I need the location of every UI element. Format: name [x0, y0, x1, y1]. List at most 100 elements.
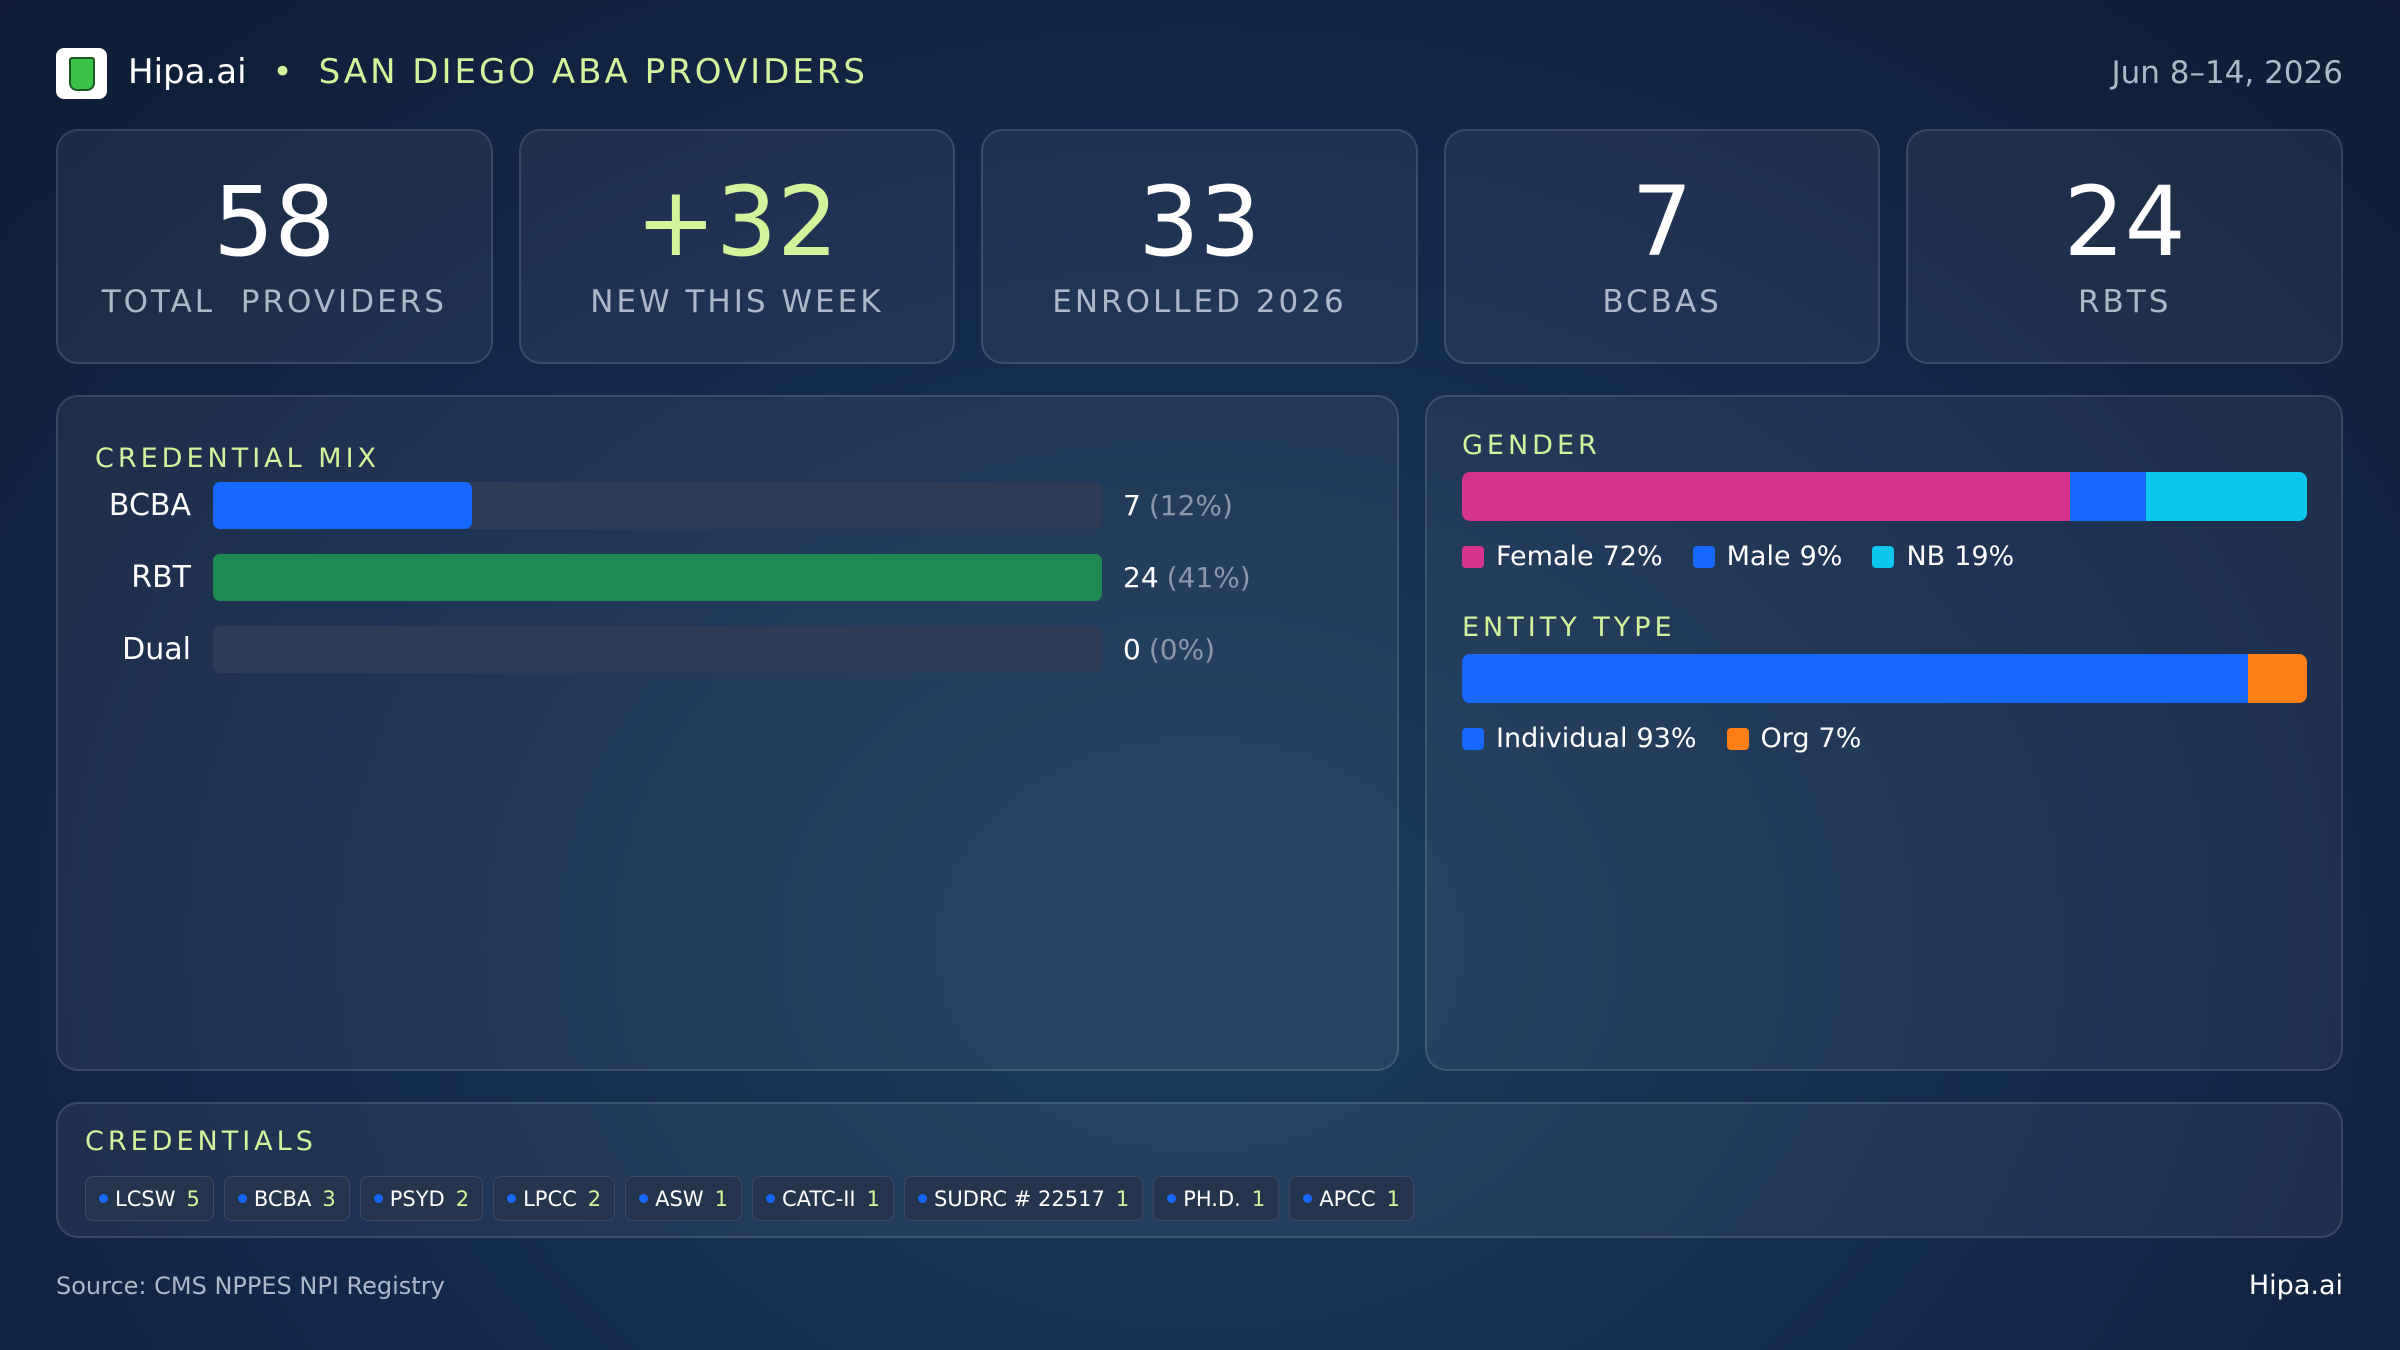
chip: SUDRC # 22517 1 — [904, 1176, 1144, 1221]
legend-name: Individual — [1496, 723, 1628, 754]
legend-name: Org — [1760, 723, 1810, 754]
chip-dot — [507, 1194, 517, 1203]
chip-name: LPCC — [523, 1186, 577, 1211]
chip: BCBA 3 — [223, 1176, 350, 1221]
chip-dot — [1167, 1194, 1177, 1203]
category-label: Dual — [122, 632, 191, 667]
chip-name: PSYD — [389, 1186, 445, 1211]
legend-value: 93% — [1636, 723, 1697, 754]
legend-value: 72% — [1602, 541, 1663, 572]
kpi-label: RBTS — [2077, 283, 2172, 320]
legend-name: Male — [1726, 541, 1791, 572]
legend: Female 72% Male 9% NB 19% — [1462, 541, 2014, 572]
footer-brand: Hipa.ai — [2248, 1270, 2343, 1301]
category-label: BCBA — [108, 488, 191, 523]
chip-count: 1 — [714, 1186, 728, 1211]
legend-name: Female — [1496, 541, 1594, 572]
source: Source: CMS NPPES NPI Registry — [56, 1272, 445, 1300]
chip-count: 1 — [1251, 1186, 1266, 1211]
panel: GENDER Female 72% Male 9% NB 19% ENTITY TYPE Ind… — [1425, 395, 2343, 1071]
kpi-card: 7 BCBAS — [1443, 129, 1881, 364]
chip-name: CATC-II — [782, 1186, 856, 1211]
legend-item: Male 9% — [1692, 541, 1843, 572]
legend: Individual 93% Org 7% — [1462, 723, 1861, 754]
bar — [213, 482, 473, 529]
chip: CATC-II 1 — [752, 1176, 894, 1221]
value-label: 24 (41%) — [1123, 561, 1251, 594]
chip-name: APCC — [1319, 1186, 1376, 1211]
kpi-value: 58 — [213, 165, 336, 278]
legend-name: NB — [1906, 541, 1946, 572]
chip-dot — [639, 1194, 649, 1203]
brand: Hipa.ai — [128, 52, 247, 92]
share: (12%) — [1148, 489, 1233, 522]
legend-value: 19% — [1954, 541, 2015, 572]
kpi-value: 33 — [1138, 165, 1261, 278]
swatch — [1462, 727, 1484, 750]
count: 24 — [1123, 561, 1159, 594]
kpi-card: +32 NEW THIS WEEK — [518, 129, 956, 364]
logo — [56, 48, 107, 99]
kpi-card: 58 TOTAL PROVIDERS — [56, 129, 493, 364]
kpi-row: 58 TOTAL PROVIDERS +32 NEW THIS WEEK 33 ENROL… — [56, 129, 2343, 364]
legend-item: Female 72% — [1462, 541, 1663, 572]
share: (41%) — [1166, 561, 1251, 594]
chip: APCC 1 — [1289, 1176, 1414, 1221]
panel: CREDENTIAL MIX BCBA 7 (12%) RBT 24 (41%) Dual 0(… — [56, 395, 1399, 1071]
chip-count: 1 — [866, 1186, 880, 1211]
legend-value: 9% — [1799, 541, 1843, 572]
chip: PH.D. 1 — [1153, 1176, 1280, 1221]
page-title: SAN DIEGO ABA PROVIDERS — [318, 52, 869, 92]
segment — [1462, 654, 2248, 703]
track — [213, 626, 1102, 673]
value-label: 7 (12%) — [1123, 489, 1233, 522]
share: (0%) — [1148, 633, 1216, 666]
chip-count: 2 — [587, 1186, 602, 1211]
chip: ASW 1 — [625, 1176, 742, 1221]
chip-count: 2 — [455, 1186, 470, 1211]
legend-value: 7% — [1818, 723, 1862, 754]
panel-title: CREDENTIAL MIX — [95, 443, 381, 474]
chip-name: LCSW — [115, 1186, 176, 1211]
swatch — [1872, 545, 1895, 568]
count: 0 — [1123, 633, 1141, 666]
category-label: RBT — [131, 560, 191, 595]
kpi-label: BCBAS — [1602, 283, 1722, 320]
stacked-bar — [1462, 472, 2307, 521]
segment — [2247, 654, 2307, 703]
kpi-value: +32 — [635, 165, 839, 278]
chip-name: ASW — [655, 1186, 704, 1211]
kpi-value: 7 — [1631, 165, 1693, 278]
chip-dot — [373, 1194, 383, 1203]
chip-dot — [766, 1194, 775, 1203]
chip: PSYD 2 — [359, 1176, 484, 1221]
segment — [2146, 472, 2307, 521]
kpi-label: ENROLLED 2026 — [1052, 283, 1347, 320]
chip-count: 1 — [1115, 1186, 1130, 1211]
segment — [2070, 472, 2147, 521]
panel-title: ENTITY TYPE — [1462, 612, 1676, 643]
swatch — [1726, 727, 1749, 750]
date: Jun 8–14, 2026 — [2111, 55, 2343, 91]
chip-dot — [237, 1194, 247, 1203]
kpi-value: 24 — [2063, 165, 2186, 278]
bar — [213, 554, 1102, 601]
legend-item: NB 19% — [1872, 541, 2014, 572]
credentials-panel: CREDENTIALS LCSW 5 BCBA 3 PSYD 2 LPCC 2 ASW 1 CATC… — [56, 1102, 2343, 1238]
chip-name: SUDRC # 22517 — [934, 1186, 1105, 1211]
panel-title: GENDER — [1462, 430, 1601, 461]
swatch — [1462, 545, 1484, 568]
kpi-label: NEW THIS WEEK — [590, 283, 884, 320]
chip-name: BCBA — [253, 1186, 312, 1211]
chips: LCSW 5 BCBA 3 PSYD 2 LPCC 2 ASW 1 CATC-II 1 SUDRC # … — [85, 1176, 1414, 1221]
value-label: 0 (0%) — [1123, 633, 1215, 666]
swatch — [1692, 545, 1715, 568]
chip-count: 1 — [1386, 1186, 1400, 1211]
stacked-bar — [1462, 654, 2307, 703]
segment — [1462, 472, 2071, 521]
chip-name: PH.D. — [1183, 1186, 1241, 1211]
chip-dot — [1303, 1194, 1313, 1203]
panel-title: CREDENTIALS — [85, 1126, 317, 1157]
kpi-card: 24 RBTS — [1906, 129, 2343, 364]
